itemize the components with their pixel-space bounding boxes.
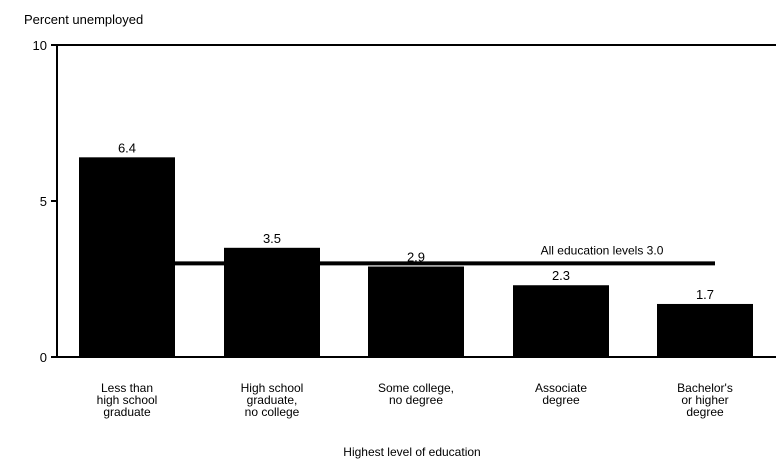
category-label: graduate bbox=[103, 405, 151, 419]
y-tick-label: 10 bbox=[33, 38, 47, 53]
bar-value-label: 1.7 bbox=[696, 287, 714, 302]
y-axis-title: Percent unemployed bbox=[24, 12, 143, 27]
bar-value-label: 3.5 bbox=[263, 231, 281, 246]
bar bbox=[79, 157, 175, 357]
category-label: graduate, bbox=[247, 393, 298, 407]
bar-value-label: 2.3 bbox=[552, 268, 570, 283]
bar-value-label: 6.4 bbox=[118, 140, 136, 155]
category-label: Associate bbox=[535, 381, 587, 395]
category-label: degree bbox=[542, 393, 580, 407]
category-label: no degree bbox=[389, 393, 443, 407]
category-label: Some college, bbox=[378, 381, 454, 395]
category-label: Bachelor's bbox=[677, 381, 733, 395]
category-label: or higher bbox=[681, 393, 728, 407]
category-label: no college bbox=[245, 405, 300, 419]
reference-line-label: All education levels 3.0 bbox=[541, 243, 664, 257]
category-label: Less than bbox=[101, 381, 153, 395]
bar bbox=[224, 247, 320, 357]
bar bbox=[368, 266, 464, 357]
y-tick-label: 0 bbox=[40, 350, 47, 365]
category-label: degree bbox=[686, 405, 724, 419]
bar-value-label: 2.9 bbox=[407, 250, 425, 265]
category-label: high school bbox=[97, 393, 158, 407]
bar bbox=[513, 285, 609, 357]
category-label: High school bbox=[241, 381, 304, 395]
bar bbox=[657, 303, 753, 357]
y-tick-label: 5 bbox=[40, 194, 47, 209]
x-axis-title: Highest level of education bbox=[343, 445, 480, 459]
